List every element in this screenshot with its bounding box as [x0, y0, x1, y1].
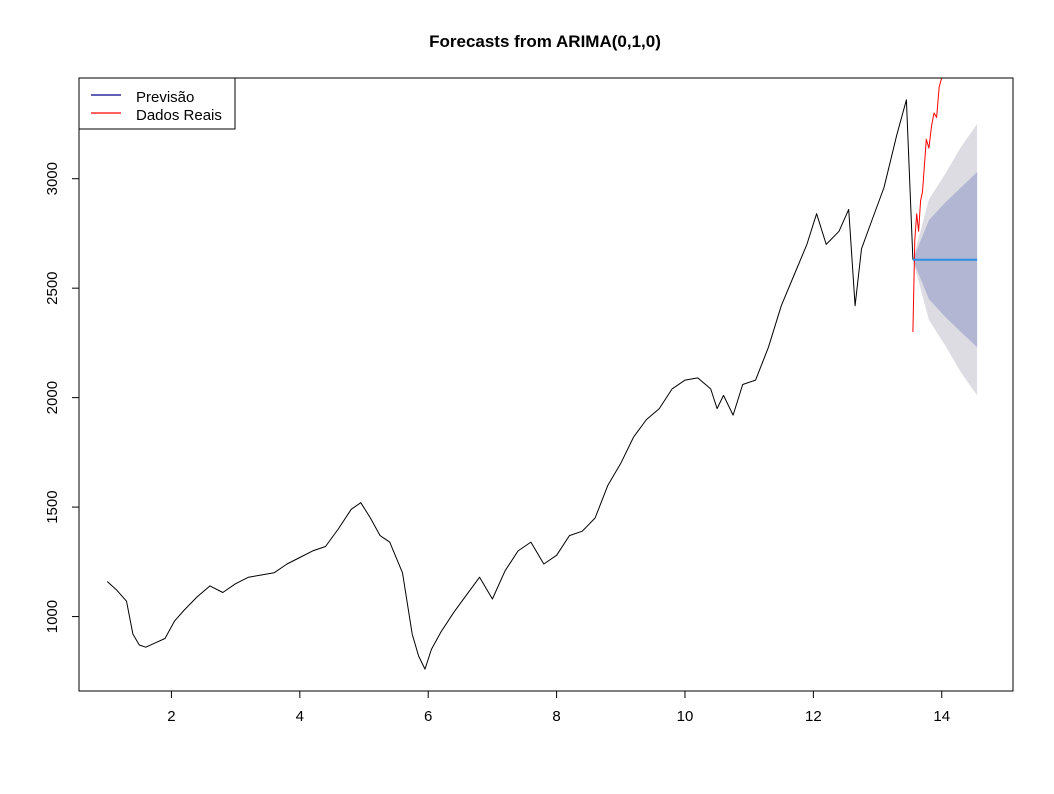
legend: Previsão Dados Reais [78, 77, 236, 130]
x-tick-label: 10 [677, 708, 694, 725]
y-tick-label: 2000 [44, 381, 61, 414]
series-line-history [106, 99, 914, 670]
series-lines [106, 78, 978, 670]
x-tick-label: 8 [552, 708, 560, 725]
x-tick-label: 12 [805, 708, 822, 725]
x-tick-label: 6 [424, 708, 432, 725]
legend-label-previsao: Previsão [136, 89, 194, 106]
x-tick-label: 4 [296, 708, 304, 725]
legend-label-dados-reais: Dados Reais [136, 107, 222, 124]
legend-box [78, 77, 236, 130]
x-tick-label: 14 [933, 708, 950, 725]
y-axis: 1000 1500 2000 2500 3000 [44, 162, 80, 633]
series-line-actual [912, 78, 943, 333]
y-tick-label: 1500 [44, 490, 61, 523]
y-tick-label: 2500 [44, 271, 61, 304]
y-tick-label: 3000 [44, 162, 61, 195]
plot-frame [78, 77, 1014, 692]
x-axis: 2 4 6 8 10 12 14 [167, 690, 950, 725]
chart-title: Forecasts from ARIMA(0,1,0) [429, 32, 661, 51]
x-tick-label: 2 [167, 708, 175, 725]
y-tick-label: 1000 [44, 600, 61, 633]
